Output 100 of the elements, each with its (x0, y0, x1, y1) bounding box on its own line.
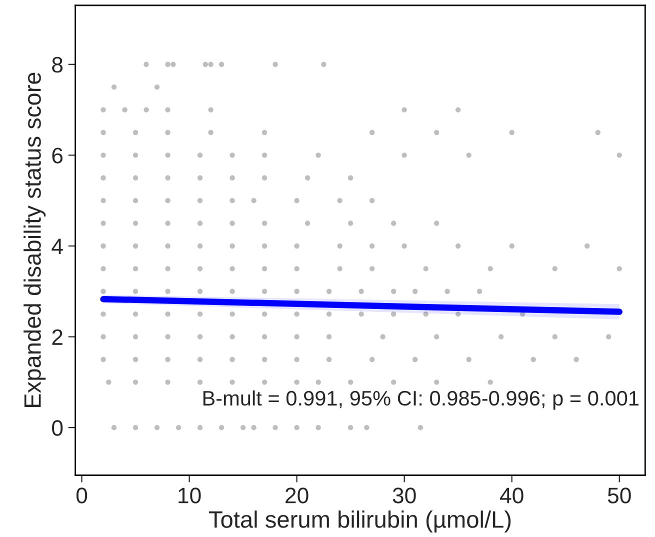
point (165, 334, 170, 340)
point (132, 380, 138, 385)
point (337, 243, 342, 249)
point (316, 424, 321, 430)
point (170, 62, 176, 67)
point (230, 220, 235, 226)
x-axis-title: Total serum bilirubin (µmol/L) (209, 510, 511, 533)
point (402, 152, 407, 158)
point (230, 356, 235, 362)
point (165, 311, 170, 317)
point (348, 424, 354, 430)
point (132, 311, 138, 317)
point (552, 266, 558, 272)
point (100, 356, 106, 362)
point (165, 62, 170, 67)
point (294, 356, 300, 362)
point (230, 243, 235, 249)
point (100, 311, 106, 317)
point (100, 243, 106, 249)
point (132, 356, 138, 362)
point (423, 266, 428, 272)
point (165, 175, 170, 180)
point (304, 220, 310, 226)
point (412, 288, 418, 294)
point (498, 334, 504, 340)
point (230, 152, 235, 158)
point (132, 220, 138, 226)
point (230, 175, 235, 180)
point (165, 107, 170, 112)
point (165, 152, 170, 158)
point (230, 266, 235, 272)
point (251, 424, 256, 430)
point (326, 288, 332, 294)
point (165, 380, 170, 385)
point (262, 334, 268, 340)
x-tick-label: 40 (500, 488, 524, 504)
point (509, 130, 514, 136)
point (251, 198, 256, 204)
point (434, 220, 440, 226)
point (122, 107, 128, 112)
point (574, 356, 579, 362)
point (197, 334, 203, 340)
point (294, 380, 300, 385)
point (530, 356, 536, 362)
point (326, 356, 332, 362)
point (455, 311, 461, 317)
point (100, 334, 106, 340)
point (434, 334, 440, 340)
point (262, 380, 268, 385)
y-tick-label: 4 (52, 238, 63, 254)
point (230, 380, 235, 385)
point (165, 243, 170, 249)
point (466, 356, 472, 362)
point (390, 220, 396, 226)
point (197, 220, 203, 226)
point (144, 107, 149, 112)
point (369, 243, 375, 249)
point (218, 62, 224, 67)
point (240, 424, 246, 430)
point (455, 107, 461, 112)
point (100, 152, 106, 158)
point (402, 107, 407, 112)
x-tick-label: 50 (608, 488, 631, 504)
point (144, 62, 149, 67)
point (132, 266, 138, 272)
point (208, 62, 214, 67)
point (348, 220, 354, 226)
point (100, 220, 106, 226)
point (390, 311, 396, 317)
point (165, 198, 170, 204)
point (552, 334, 558, 340)
point (380, 334, 386, 340)
x-tick-label: 30 (392, 488, 416, 504)
point (230, 198, 235, 204)
point (606, 334, 612, 340)
point (272, 424, 278, 430)
point (100, 288, 106, 294)
point (595, 130, 600, 136)
point (197, 266, 203, 272)
point (488, 266, 493, 272)
point (262, 288, 268, 294)
point (358, 288, 364, 294)
point (321, 62, 326, 67)
point (154, 424, 160, 430)
point (132, 424, 138, 430)
point (176, 424, 182, 430)
point (316, 380, 321, 385)
point (132, 288, 138, 294)
point (132, 130, 138, 136)
y-tick-label: 2 (52, 329, 62, 345)
point (197, 311, 203, 317)
point (100, 266, 106, 272)
point (262, 175, 268, 180)
point (165, 130, 170, 136)
point (230, 311, 235, 317)
point (208, 107, 214, 112)
point (262, 152, 268, 158)
point (262, 243, 268, 249)
point (197, 175, 203, 180)
point (369, 198, 375, 204)
